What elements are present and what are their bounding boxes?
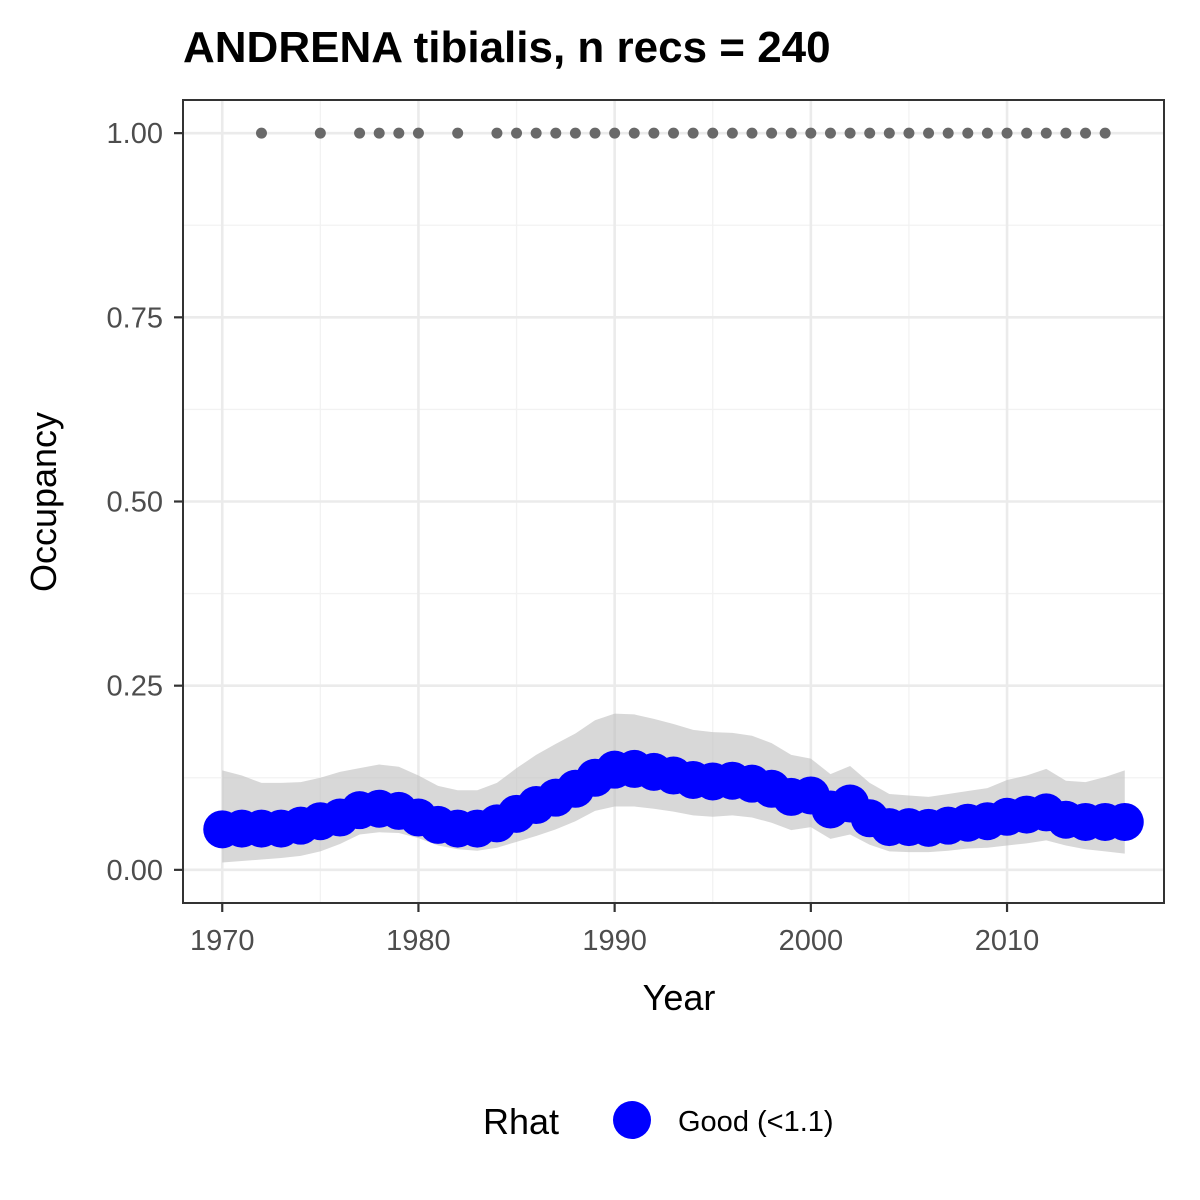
record-point	[589, 127, 601, 139]
record-point	[393, 127, 405, 139]
record-point	[766, 127, 778, 139]
record-point	[373, 127, 385, 139]
record-point	[824, 127, 836, 139]
record-point	[864, 127, 876, 139]
x-tick-label: 1980	[386, 925, 451, 957]
occupancy-points	[203, 749, 1144, 849]
record-point	[1001, 127, 1013, 139]
record-point	[687, 127, 699, 139]
record-point	[255, 127, 267, 139]
record-points	[255, 127, 1111, 139]
record-point	[314, 127, 326, 139]
occupancy-point	[1105, 802, 1144, 841]
record-point	[452, 127, 464, 139]
record-point	[844, 127, 856, 139]
legend-label-good: Good (<1.1)	[678, 1106, 834, 1138]
x-tick-label: 1990	[582, 925, 647, 957]
record-point	[1040, 127, 1052, 139]
record-point	[609, 127, 621, 139]
record-point	[1080, 127, 1092, 139]
record-point	[805, 127, 817, 139]
chart-title: ANDRENA tibialis, n recs = 240	[183, 23, 831, 72]
y-tick-label: 0.00	[107, 855, 163, 887]
x-axis-title: Year	[643, 977, 716, 1018]
record-point	[668, 127, 679, 139]
record-point	[412, 127, 424, 139]
record-point	[1060, 127, 1072, 139]
x-tick-label: 2000	[779, 925, 844, 957]
legend-swatch-good	[613, 1101, 651, 1139]
legend: Rhat Good (<1.1)	[483, 1101, 834, 1142]
y-tick-label: 0.75	[107, 302, 163, 334]
legend-title: Rhat	[483, 1101, 559, 1142]
record-point	[1021, 127, 1033, 139]
record-point	[491, 127, 503, 139]
record-point	[550, 127, 562, 139]
record-point	[785, 127, 797, 139]
record-point	[354, 127, 366, 139]
y-tick-label: 0.25	[107, 671, 163, 703]
record-point	[530, 127, 542, 139]
record-point	[569, 127, 581, 139]
x-tick-label: 1970	[190, 925, 255, 957]
y-tick-label: 0.50	[107, 487, 163, 519]
record-point	[648, 127, 660, 139]
axes: 1970 1980 1990 2000 2010 0.00 0.25 0.50 0.75 1.00	[107, 118, 1040, 957]
record-point	[903, 127, 915, 139]
record-point	[707, 127, 719, 139]
record-point	[1099, 127, 1111, 139]
record-point	[628, 127, 640, 139]
record-point	[981, 127, 993, 139]
record-point	[726, 127, 738, 139]
x-tick-label: 2010	[975, 925, 1040, 957]
record-point	[923, 127, 935, 139]
y-tick-label: 1.00	[107, 118, 163, 150]
record-point	[511, 127, 523, 139]
y-axis-title: Occupancy	[23, 412, 64, 592]
record-point	[942, 127, 954, 139]
record-point	[883, 127, 895, 139]
record-point	[962, 127, 974, 139]
record-point	[746, 127, 758, 139]
